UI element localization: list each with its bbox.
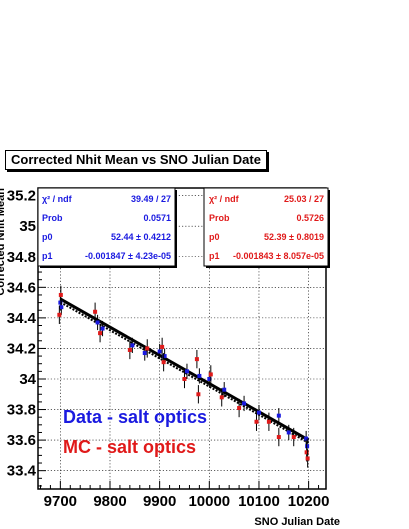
x-tick-label: 10100 xyxy=(238,493,280,510)
data-point xyxy=(145,346,150,351)
data-point xyxy=(160,344,165,349)
stat-label: p1 xyxy=(42,251,53,261)
data-point xyxy=(219,395,224,400)
stat-label: p1 xyxy=(209,251,220,261)
data-point xyxy=(95,320,100,325)
stat-label: χ² / ndf xyxy=(42,194,73,204)
x-tick-label: 10200 xyxy=(288,493,330,510)
stat-label: Prob xyxy=(209,213,230,223)
stat-label: Prob xyxy=(42,213,63,223)
x-axis-title: SNO Julian Date xyxy=(254,516,340,528)
y-tick-label: 35.2 xyxy=(7,188,36,205)
stat-label: χ² / ndf xyxy=(209,194,240,204)
data-point xyxy=(162,354,167,359)
data-point xyxy=(196,392,201,397)
x-tick-label: 9700 xyxy=(44,493,77,510)
fit-line xyxy=(59,297,310,442)
stat-box-frame xyxy=(203,187,329,267)
y-tick-label: 33.4 xyxy=(7,463,37,480)
data-point xyxy=(304,436,309,441)
axis-labels: 9700 9800 9900 10000 10100 10200 33.4 33.6 33.8 3… xyxy=(0,188,340,528)
x-tick-label: 10000 xyxy=(188,493,230,510)
stat-value: 52.39 ± 0.8019 xyxy=(264,232,324,242)
data-point xyxy=(182,376,187,381)
data-point xyxy=(305,456,310,461)
x-tick-label: 9800 xyxy=(93,493,126,510)
legend-entry: MC - salt optics xyxy=(63,437,196,457)
data-points xyxy=(57,285,310,468)
stat-label: p0 xyxy=(42,232,53,242)
data-point xyxy=(184,369,189,374)
y-tick-label: 34.6 xyxy=(7,279,36,296)
data-point xyxy=(208,372,213,377)
data-point xyxy=(194,357,199,362)
data-point xyxy=(100,326,105,331)
y-axis-title: Corrected Nhit Mean xyxy=(0,188,7,296)
data-point xyxy=(266,419,271,424)
fit-lines xyxy=(59,297,310,444)
stat-value: 0.5726 xyxy=(296,213,324,223)
stat-value: -0.001843 ± 8.057e-05 xyxy=(233,251,324,261)
data-point xyxy=(127,347,132,352)
data-point xyxy=(254,419,259,424)
stat-box: χ² / ndf 25.03 / 27 Prob 0.5726 p0 52.39 ± 0.… xyxy=(203,187,330,268)
plot-frame xyxy=(37,187,327,490)
data-point xyxy=(291,435,296,440)
stat-value: -0.001847 ± 4.23e-05 xyxy=(85,251,171,261)
legend-entry: Data - salt optics xyxy=(63,407,207,427)
data-point xyxy=(59,305,64,310)
data-point xyxy=(197,373,202,378)
stat-value: 52.44 ± 0.4212 xyxy=(111,232,171,242)
data-point xyxy=(207,376,212,381)
stat-label: p0 xyxy=(209,232,220,242)
data-point xyxy=(142,351,147,356)
legend: Data - salt optics MC - salt optics xyxy=(63,407,207,457)
stat-value: 0.0571 xyxy=(143,213,171,223)
fit-stat-boxes: χ² / ndf 39.49 / 27 Prob 0.0571 p0 52.44 ± 0.… xyxy=(37,187,330,268)
stat-box: χ² / ndf 39.49 / 27 Prob 0.0571 p0 52.44 ± 0.… xyxy=(37,187,177,268)
data-point xyxy=(98,331,103,336)
x-tick-label: 9900 xyxy=(143,493,176,510)
y-tick-label: 33.6 xyxy=(7,432,36,449)
data-point xyxy=(157,349,162,354)
data-point xyxy=(93,309,98,314)
y-tick-label: 33.8 xyxy=(7,402,36,419)
stat-box-frame xyxy=(37,187,176,267)
data-point xyxy=(222,387,227,392)
stat-value: 25.03 / 27 xyxy=(284,194,324,204)
y-tick-label: 35 xyxy=(19,218,36,235)
data-point xyxy=(276,413,281,418)
data-point xyxy=(237,406,242,411)
y-tick-label: 34 xyxy=(19,371,36,388)
data-point xyxy=(58,292,63,297)
data-point xyxy=(286,430,291,435)
stat-value: 39.49 / 27 xyxy=(131,194,171,204)
data-point xyxy=(256,410,261,415)
data-point xyxy=(304,450,309,455)
y-tick-label: 34.8 xyxy=(7,249,36,266)
y-tick-label: 34.2 xyxy=(7,340,36,357)
data-point xyxy=(57,312,62,317)
data-point xyxy=(242,401,247,406)
chart-title: Corrected Nhit Mean vs SNO Julian Date xyxy=(5,150,267,170)
data-point xyxy=(276,435,281,440)
data-point xyxy=(130,343,135,348)
data-point xyxy=(161,360,166,365)
y-tick-label: 34.4 xyxy=(7,310,37,327)
